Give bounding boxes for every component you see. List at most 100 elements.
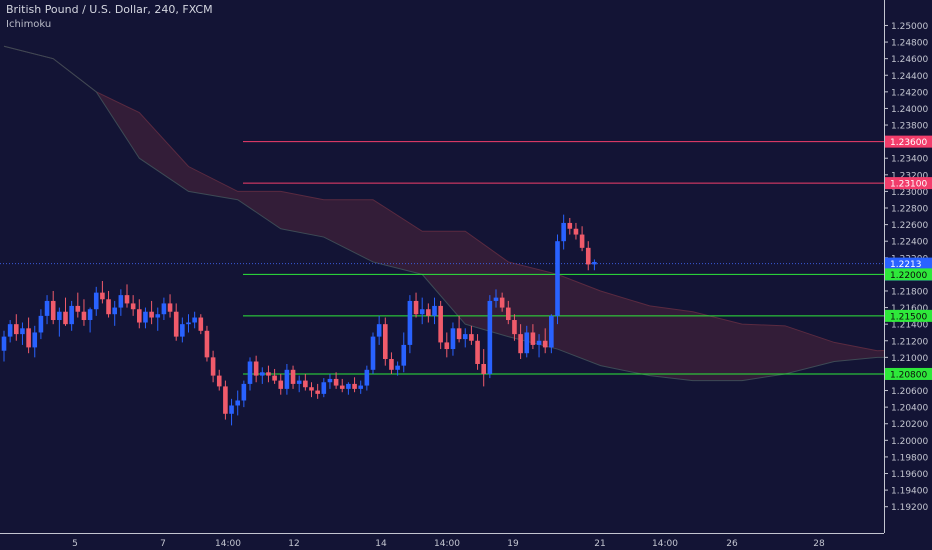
candle-body-47 <box>290 369 296 384</box>
candle-body-60 <box>370 336 376 370</box>
candle-body-5 <box>32 332 38 348</box>
time-tick-label-2: 14:00 <box>215 539 241 549</box>
chart-title: British Pound / U.S. Dollar, 240, FXCM <box>6 3 213 16</box>
candle-body-4 <box>26 328 31 348</box>
time-tick-label-3: 12 <box>288 539 299 549</box>
price-label-6: 1.20800 <box>890 370 927 380</box>
candle-body-8 <box>50 300 56 321</box>
candle-body-49 <box>303 380 308 388</box>
candle-body-65 <box>401 344 407 366</box>
candle-body-31 <box>192 317 197 323</box>
candle-body-29 <box>180 324 185 337</box>
candle-body-48 <box>296 380 302 384</box>
time-tick-label-6: 19 <box>507 539 519 549</box>
price-label-0: 1.23600 <box>890 138 927 148</box>
price-tick-label-28: 1.19400 <box>891 487 928 497</box>
candle-body-95 <box>585 247 591 265</box>
candle-body-11 <box>69 305 74 325</box>
candle-body-52 <box>321 382 327 394</box>
candle-body-24 <box>149 311 154 318</box>
candle-body-26 <box>161 303 167 315</box>
time-tick-label-4: 14 <box>375 539 387 549</box>
price-tick-label-9: 1.23200 <box>891 171 928 181</box>
price-label-bg-4 <box>885 268 932 281</box>
candle-body-67 <box>413 300 419 315</box>
price-tick-label-27: 1.19600 <box>891 470 928 480</box>
price-tick-label-11: 1.22800 <box>891 205 928 215</box>
candle-body-43 <box>266 372 271 376</box>
candle-body-89 <box>549 315 554 348</box>
price-label-4: 1.22000 <box>890 271 927 281</box>
candle-body-42 <box>260 372 265 376</box>
candle-body-15 <box>93 292 99 310</box>
candle-body-9 <box>57 311 62 321</box>
candle-body-73 <box>450 328 456 350</box>
candle-body-55 <box>339 385 345 389</box>
candle-body-2 <box>14 324 19 335</box>
candle-body-14 <box>87 309 93 321</box>
time-tick-label-7: 21 <box>594 539 605 549</box>
candle-body-50 <box>309 387 314 391</box>
candle-body-66 <box>407 300 413 345</box>
price-tick-label-22: 1.20600 <box>891 387 928 397</box>
candle-body-40 <box>247 361 253 384</box>
price-tick-label-26: 1.19800 <box>891 453 928 463</box>
candle-body-92 <box>567 222 573 229</box>
price-label-5: 1.21500 <box>890 312 927 322</box>
candle-body-63 <box>389 359 394 370</box>
price-label-bg-0 <box>885 135 932 148</box>
time-tick-label-9: 26 <box>726 539 738 549</box>
price-tick-label-18: 1.21400 <box>891 321 928 331</box>
time-tick-label-8: 14:00 <box>652 539 678 549</box>
candle-body-51 <box>315 390 320 394</box>
price-tick-label-5: 1.24000 <box>891 105 928 115</box>
candle-body-36 <box>223 386 228 414</box>
candle-body-75 <box>462 334 468 340</box>
candle-body-72 <box>444 342 450 350</box>
candle-body-34 <box>210 357 216 376</box>
candle-body-0 <box>1 336 7 351</box>
candle-body-23 <box>143 311 148 323</box>
candle-body-56 <box>346 383 351 389</box>
candle-body-59 <box>364 369 370 386</box>
price-tick-label-3: 1.24400 <box>891 72 928 82</box>
price-label-bg-2 <box>885 257 932 270</box>
price-tick-label-19: 1.21200 <box>891 337 928 347</box>
time-tick-label-1: 7 <box>160 539 166 549</box>
candle-body-17 <box>106 299 111 315</box>
candle-body-32 <box>198 317 204 331</box>
price-label-bg-5 <box>885 309 932 322</box>
price-tick-label-16: 1.21800 <box>891 287 928 297</box>
price-tick-label-8: 1.23400 <box>891 155 928 165</box>
candle-body-37 <box>229 405 234 414</box>
candle-body-27 <box>167 303 173 312</box>
candle-body-35 <box>216 375 222 387</box>
candle-body-45 <box>278 380 284 389</box>
candle-body-57 <box>352 383 357 389</box>
candle-body-90 <box>555 241 560 316</box>
candle-body-54 <box>333 378 339 386</box>
candle-body-10 <box>63 311 68 325</box>
candle-body-33 <box>204 330 210 358</box>
candle-body-12 <box>75 305 81 312</box>
candle-body-38 <box>235 400 240 406</box>
time-tick-label-5: 14:00 <box>434 539 460 549</box>
candle-body-96 <box>592 261 597 265</box>
candle-body-77 <box>475 340 480 364</box>
indicator-label: Ichimoku <box>6 19 52 30</box>
candle-body-53 <box>327 378 333 383</box>
candle-body-28 <box>173 311 179 337</box>
candle-body-88 <box>542 340 548 348</box>
candle-body-94 <box>579 234 585 248</box>
price-tick-label-6: 1.23800 <box>891 122 928 132</box>
price-tick-label-10: 1.23000 <box>891 188 928 198</box>
price-tick-label-12: 1.22600 <box>891 221 928 231</box>
candle-body-62 <box>383 324 388 360</box>
price-label-1: 1.23100 <box>890 180 927 190</box>
candle-body-18 <box>112 307 117 315</box>
candle-body-70 <box>432 305 437 316</box>
candle-body-30 <box>186 322 191 325</box>
ichimoku-cloud <box>4 46 932 381</box>
candle-body-84 <box>518 334 523 354</box>
